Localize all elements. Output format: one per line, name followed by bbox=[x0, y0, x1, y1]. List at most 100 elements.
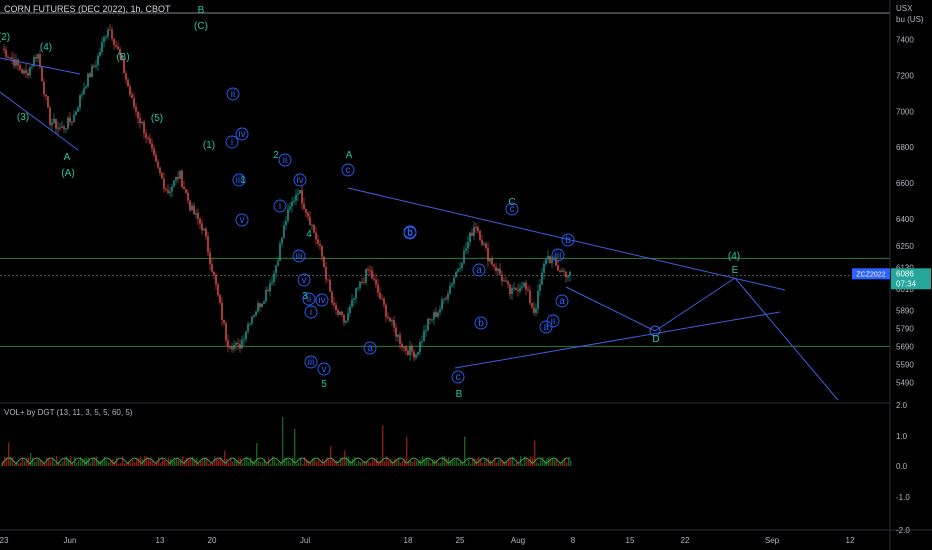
candle-body bbox=[373, 278, 375, 280]
wave-label-green: (1) bbox=[203, 140, 215, 151]
volume-bar bbox=[384, 461, 386, 466]
volume-bar bbox=[388, 460, 390, 466]
candle-body bbox=[293, 200, 295, 202]
candle-body bbox=[91, 66, 93, 77]
volume-bar bbox=[204, 458, 206, 466]
candle-body bbox=[185, 189, 187, 193]
candle-body bbox=[289, 206, 291, 210]
candle-body bbox=[143, 122, 145, 134]
wave-label-blue: iii bbox=[236, 175, 243, 186]
volume-bar bbox=[540, 459, 542, 466]
volume-bar bbox=[558, 463, 560, 466]
candle-body bbox=[9, 57, 11, 59]
volume-bar bbox=[418, 461, 420, 466]
candle-body bbox=[469, 232, 471, 242]
volume-bar bbox=[496, 462, 498, 466]
volume-bar bbox=[20, 462, 22, 466]
wave-label-circle bbox=[225, 135, 239, 149]
volume-bar bbox=[44, 463, 46, 466]
candle-body bbox=[315, 232, 317, 240]
candle-body bbox=[403, 347, 405, 349]
volume-bar bbox=[30, 453, 32, 466]
volume-bar bbox=[482, 463, 484, 466]
volume-bar bbox=[258, 461, 260, 466]
candle-body bbox=[7, 56, 9, 58]
candle-body bbox=[395, 327, 397, 337]
candle-body bbox=[217, 284, 219, 296]
volume-bar bbox=[206, 457, 208, 466]
volume-bar bbox=[438, 462, 440, 466]
wave-label-green: B bbox=[456, 389, 463, 400]
volume-bar bbox=[342, 457, 344, 466]
volume-bar bbox=[368, 461, 370, 466]
candle-body bbox=[239, 344, 241, 349]
volume-bar bbox=[68, 460, 70, 466]
volume-bar bbox=[116, 457, 118, 466]
candle-body bbox=[87, 73, 89, 87]
wave-label-blue: c bbox=[346, 165, 351, 176]
time-tick-label: Jun bbox=[64, 536, 77, 545]
candle-body bbox=[305, 208, 307, 213]
wave-label-blue: i bbox=[279, 201, 281, 212]
candle-body bbox=[401, 343, 403, 348]
volume-bar bbox=[316, 461, 318, 466]
volume-bar bbox=[54, 463, 56, 466]
candle-body bbox=[73, 115, 75, 123]
volume-bar bbox=[164, 460, 166, 466]
wave-trend-line bbox=[734, 277, 839, 401]
volume-bar bbox=[372, 458, 374, 466]
candle-body bbox=[181, 170, 183, 187]
volume-bar bbox=[60, 463, 62, 466]
volume-bar bbox=[236, 460, 238, 466]
candle-body bbox=[81, 94, 83, 96]
candle-body bbox=[433, 312, 435, 320]
volume-bar bbox=[216, 459, 218, 466]
volume-bar bbox=[10, 456, 12, 466]
volume-bar bbox=[290, 462, 292, 466]
wave-label-blue: iii bbox=[308, 357, 315, 368]
candle-body bbox=[567, 275, 569, 278]
candle-body bbox=[165, 188, 167, 191]
wave-label-blue: ii bbox=[307, 294, 311, 305]
wave-label-blue: iv bbox=[318, 295, 325, 306]
candle-body bbox=[157, 161, 159, 168]
candle-body bbox=[209, 252, 211, 265]
volume-bar bbox=[26, 458, 28, 466]
volume-bar bbox=[232, 461, 234, 466]
candle-body bbox=[439, 309, 441, 313]
symbol-badge bbox=[852, 268, 890, 280]
volume-bar bbox=[306, 459, 308, 466]
volume-bar bbox=[428, 459, 430, 466]
candle-body bbox=[563, 270, 565, 272]
candle-body bbox=[107, 29, 109, 37]
candle-body bbox=[131, 94, 133, 99]
candle-body bbox=[399, 334, 401, 344]
candle-body bbox=[323, 256, 325, 268]
wave-label-green: 4 bbox=[306, 229, 312, 240]
volume-bar bbox=[516, 461, 518, 466]
wave-trend-line bbox=[654, 277, 736, 332]
candle-body bbox=[359, 281, 361, 288]
candle-body bbox=[275, 265, 277, 274]
volume-bar bbox=[538, 463, 540, 466]
volume-bar bbox=[122, 456, 124, 466]
volume-bar bbox=[334, 461, 336, 466]
candle-body bbox=[17, 59, 19, 66]
wave-d-marker bbox=[649, 325, 661, 337]
volume-bar bbox=[156, 462, 158, 466]
wave-label-blue: v bbox=[302, 275, 307, 286]
candle-body bbox=[233, 344, 235, 350]
volume-bar bbox=[202, 458, 204, 466]
volume-bar bbox=[228, 463, 230, 466]
volume-bar bbox=[568, 457, 570, 466]
volume-bar bbox=[300, 457, 302, 466]
volume-bar bbox=[8, 442, 10, 466]
volume-bar bbox=[536, 462, 538, 466]
currency-label: USX bbox=[896, 4, 913, 13]
volume-bar bbox=[550, 459, 552, 466]
time-tick-label: 8 bbox=[571, 536, 576, 545]
volume-bar bbox=[76, 462, 78, 466]
candle-body bbox=[489, 258, 491, 262]
candle-body bbox=[515, 287, 517, 290]
